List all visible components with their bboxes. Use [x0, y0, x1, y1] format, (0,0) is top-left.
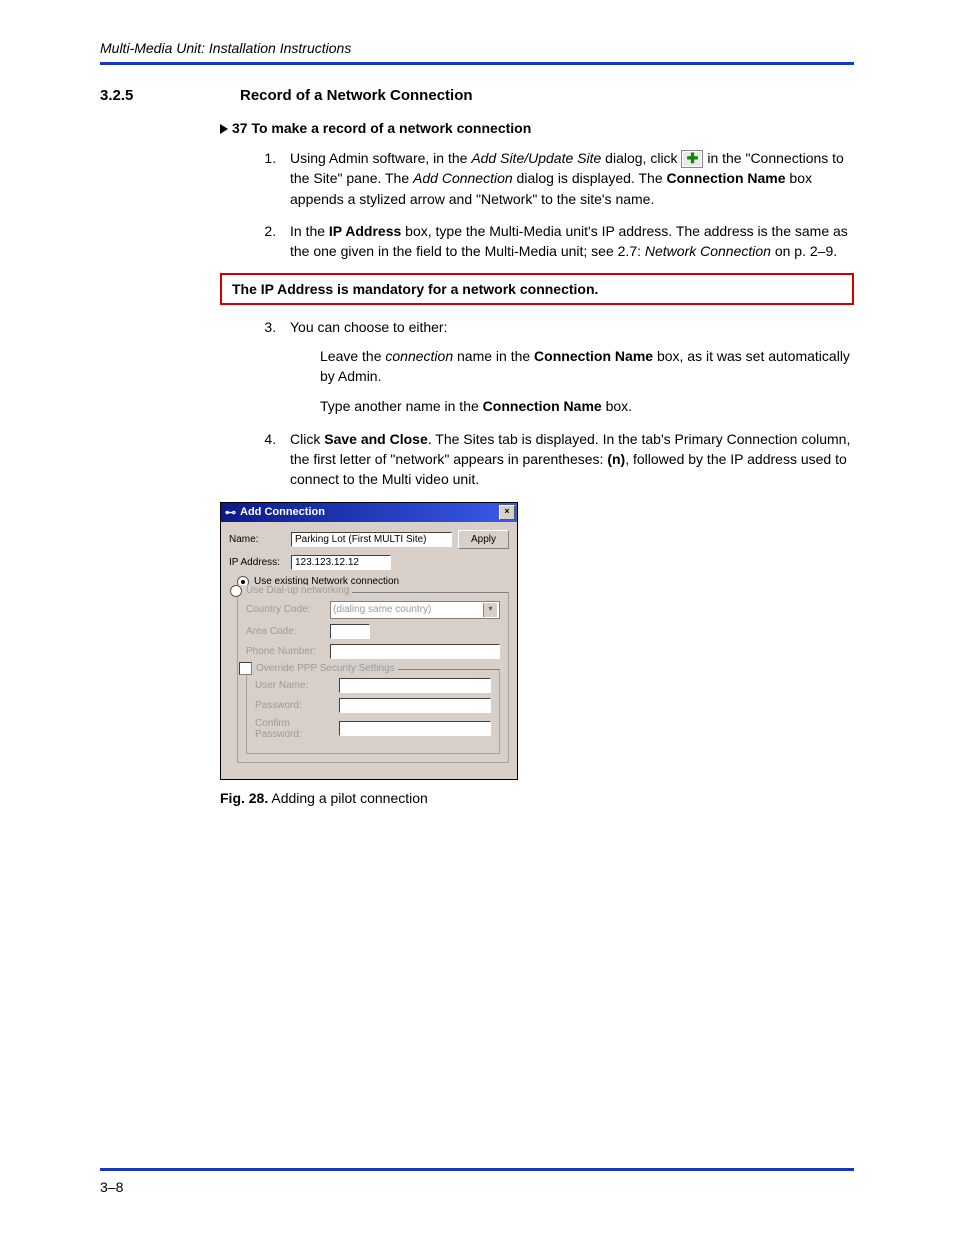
section-number: 3.2.5	[100, 87, 240, 104]
chevron-down-icon: ▾	[483, 603, 497, 617]
section-heading: 3.2.5 Record of a Network Connection	[100, 87, 854, 104]
page-footer: 3–8	[100, 1168, 854, 1195]
plus-icon: ✚	[681, 150, 703, 168]
ppp-groupbox: Override PPP Security Settings User Name…	[246, 669, 500, 754]
confirm-password-input[interactable]	[339, 721, 491, 736]
step-3: You can choose to either: Leave the conn…	[280, 317, 854, 416]
country-label: Country Code:	[246, 604, 324, 615]
subheading-text: 37 To make a record of a network connect…	[232, 120, 531, 136]
radio-dialup-label: Use Dial-up networking	[246, 585, 349, 596]
step-3-option-2: Type another name in the Connection Name…	[320, 396, 854, 416]
name-input[interactable]	[291, 532, 452, 547]
ip-input[interactable]	[291, 555, 391, 570]
country-select[interactable]: (dialing same country) ▾	[330, 601, 500, 619]
override-label: Override PPP Security Settings	[256, 663, 395, 674]
step-2: In the IP Address box, type the Multi-Me…	[280, 221, 854, 262]
step-4: Click Save and Close. The Sites tab is d…	[280, 429, 854, 490]
step-1: Using Admin software, in the Add Site/Up…	[280, 148, 854, 209]
area-label: Area Code:	[246, 626, 324, 637]
step-list: Using Admin software, in the Add Site/Up…	[250, 148, 854, 261]
dialog-figure: ⊷ Add Connection × Name: Apply IP Addres…	[220, 502, 854, 780]
confirm-label: Confirm Password:	[255, 718, 333, 740]
figure-caption: Fig. 28. Adding a pilot connection	[220, 790, 854, 806]
footer-rule	[100, 1168, 854, 1171]
radio-icon[interactable]	[230, 585, 242, 597]
dialog-body: Name: Apply IP Address: Use existing Net…	[221, 522, 517, 779]
password-label: Password:	[255, 700, 333, 711]
body-content-2: You can choose to either: Leave the conn…	[250, 317, 854, 489]
link-icon: ⊷	[225, 506, 236, 519]
password-input[interactable]	[339, 698, 491, 713]
subheading: 37 To make a record of a network connect…	[220, 120, 854, 136]
caption-text: Adding a pilot connection	[268, 790, 428, 806]
body-content: Using Admin software, in the Add Site/Up…	[250, 148, 854, 261]
dialup-groupbox: Use Dial-up networking Country Code: (di…	[237, 592, 509, 763]
apply-button[interactable]: Apply	[458, 530, 509, 549]
caption-label: Fig. 28.	[220, 790, 268, 806]
page-number: 3–8	[100, 1179, 854, 1195]
user-input[interactable]	[339, 678, 491, 693]
override-checkbox[interactable]	[239, 662, 252, 675]
step-list-2: You can choose to either: Leave the conn…	[250, 317, 854, 489]
phone-label: Phone Number:	[246, 646, 324, 657]
phone-input[interactable]	[330, 644, 500, 659]
header-rule	[100, 62, 854, 65]
page: Multi-Media Unit: Installation Instructi…	[0, 0, 954, 1235]
dialog-titlebar: ⊷ Add Connection ×	[221, 503, 517, 522]
user-label: User Name:	[255, 680, 333, 691]
running-header: Multi-Media Unit: Installation Instructi…	[100, 40, 854, 56]
close-button[interactable]: ×	[499, 505, 515, 520]
arrow-icon	[220, 124, 228, 134]
warning-callout: The IP Address is mandatory for a networ…	[220, 273, 854, 305]
country-value: (dialing same country)	[333, 604, 431, 615]
step-3-option-1: Leave the connection name in the Connect…	[320, 346, 854, 387]
section-title: Record of a Network Connection	[240, 87, 473, 104]
area-input[interactable]	[330, 624, 370, 639]
name-label: Name:	[229, 534, 285, 545]
ip-label: IP Address:	[229, 557, 285, 568]
dialog-title: Add Connection	[240, 506, 325, 518]
add-connection-dialog: ⊷ Add Connection × Name: Apply IP Addres…	[220, 502, 518, 780]
